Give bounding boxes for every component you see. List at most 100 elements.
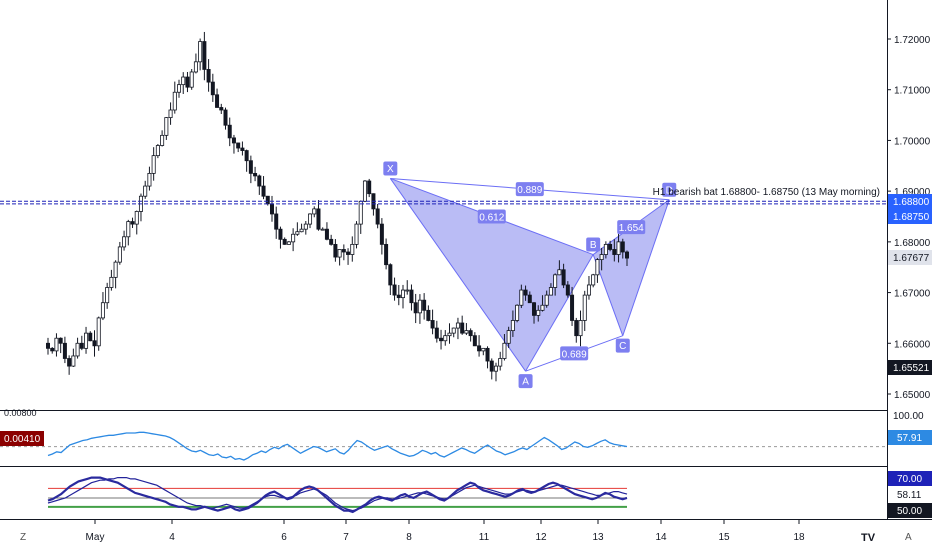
pattern-point-label-text: B (590, 240, 597, 251)
pattern-xab-fill (390, 178, 594, 372)
ind2-bottom-tag-text: 50.00 (897, 506, 922, 517)
candle-body (130, 221, 135, 225)
time-tick-label: 8 (406, 532, 412, 543)
candle-body (350, 243, 355, 255)
candle-body (265, 195, 270, 205)
candle-body (88, 332, 93, 342)
time-axis[interactable]: May 4 6 7 8 11 12 13 14 15 18 (86, 520, 805, 543)
candle-body (422, 299, 427, 311)
candle-body (455, 322, 460, 329)
candle-body (375, 208, 380, 225)
candle-body (172, 91, 177, 111)
candle-body (396, 294, 401, 299)
candle-body (570, 294, 575, 321)
candle-body (612, 249, 617, 255)
candle-body (586, 284, 591, 296)
indicator-panel-2 (47, 476, 628, 514)
auto-scale-button[interactable]: A (905, 532, 912, 543)
candle-body (269, 203, 274, 215)
candle-body (553, 274, 558, 288)
candle-body (223, 109, 228, 126)
candle-body (134, 211, 139, 225)
candle-body (117, 246, 122, 263)
candle-body (515, 304, 520, 321)
candle-body (84, 332, 89, 349)
candle-body (295, 231, 300, 235)
candle-body (274, 213, 279, 230)
time-tick-label: 15 (718, 532, 730, 543)
candle-body (215, 94, 220, 108)
candle-body (316, 208, 321, 230)
pattern-point-label-text: D (666, 185, 673, 196)
candle-body (193, 61, 198, 73)
candle-body (261, 185, 266, 197)
last-price-tag (888, 250, 932, 265)
candle-body (506, 330, 511, 344)
pattern-point-label-text: X (387, 164, 394, 175)
pattern-ratio-label-text: 1.654 (619, 223, 644, 234)
candle-body (96, 317, 101, 347)
candle-body (502, 342, 507, 359)
candle-body (67, 358, 72, 367)
candle-body (54, 337, 59, 352)
candle-body (248, 160, 253, 174)
candle-body (75, 342, 80, 357)
ind2-top-tag-text: 70.00 (897, 474, 922, 485)
price-tick-label: 1.72000 (894, 35, 931, 46)
time-tick-label: 6 (281, 532, 287, 543)
candle-body (100, 302, 105, 319)
price-tick-label: 1.66000 (894, 339, 931, 350)
pattern-point-label-text: A (522, 377, 529, 388)
candle-body (299, 228, 304, 233)
ind1-value-tag (888, 430, 932, 445)
time-tick-label: 13 (592, 532, 604, 543)
candle-body (210, 81, 215, 96)
candle-body (198, 41, 203, 63)
candle-body (109, 276, 114, 288)
pattern-ratio-label (477, 209, 506, 224)
candle-body (595, 259, 600, 276)
pattern-bcd-fill (593, 199, 670, 336)
candle-body (540, 304, 545, 311)
resistance-levels[interactable] (0, 200, 887, 205)
candle-body (105, 287, 110, 304)
candle-body (257, 175, 262, 187)
candle-body (92, 340, 97, 347)
price-axis[interactable]: 1.72000 1.71000 1.70000 1.69000 1.68000 1.670… (887, 35, 931, 401)
price-tick-label: 1.68000 (894, 238, 931, 249)
candle-body (278, 228, 283, 240)
candle-body (324, 228, 329, 240)
tradingview-logo[interactable]: TV (857, 528, 885, 546)
pattern-ratio-label (560, 346, 589, 361)
candle-body (548, 287, 553, 296)
candle-body (329, 238, 334, 245)
candle-body (477, 345, 482, 352)
candle-body (426, 309, 431, 321)
candle-body (603, 243, 608, 255)
log-scale-button[interactable]: Z (20, 532, 26, 543)
time-tick-label: 11 (479, 532, 490, 543)
candle-body (185, 76, 190, 88)
candle-body (519, 289, 524, 306)
level-low-tag (888, 209, 932, 224)
candle-body (388, 264, 393, 286)
pattern-point-label-text: C (619, 341, 626, 352)
time-tick-label: 12 (535, 532, 547, 543)
candle-body (405, 289, 410, 292)
candle-body (346, 251, 351, 255)
candle-body (439, 337, 444, 342)
candle-body (227, 124, 232, 139)
candle-body (79, 342, 84, 349)
level-high-tag-text: 1.68800 (893, 197, 930, 208)
indicator-panel-1 (0, 431, 887, 461)
ind1-scale-label: 0.00800 (4, 408, 37, 418)
candle-body (608, 243, 613, 250)
candle-body (447, 332, 452, 337)
candle-body (177, 84, 182, 93)
candle-body (409, 289, 414, 304)
candle-body (341, 249, 346, 253)
candle-body (379, 223, 384, 245)
candle-body (236, 142, 241, 149)
candle-body (527, 294, 532, 304)
